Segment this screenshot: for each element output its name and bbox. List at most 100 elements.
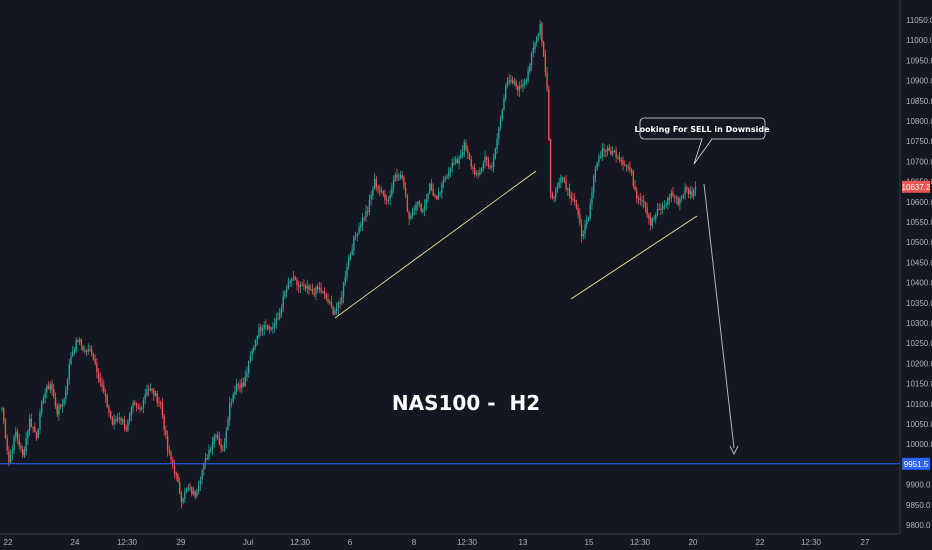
candle-body	[454, 159, 457, 163]
candle-body	[667, 197, 669, 205]
candle	[591, 186, 593, 210]
candle	[196, 488, 198, 499]
candle-body	[280, 308, 283, 314]
candle-body	[574, 199, 576, 203]
candle	[430, 178, 433, 192]
candle-body	[598, 156, 600, 163]
candle-body	[220, 443, 222, 449]
candle-body	[111, 417, 114, 425]
candle-body	[360, 224, 362, 228]
candle	[92, 352, 95, 361]
candle-body	[679, 198, 681, 205]
candle	[282, 290, 284, 312]
candle-body	[91, 349, 93, 354]
candle	[158, 396, 160, 408]
candle	[437, 187, 440, 201]
candle	[451, 158, 453, 173]
candle	[567, 187, 569, 197]
candle	[539, 19, 541, 39]
candle-body	[529, 64, 531, 72]
candle	[260, 324, 262, 336]
candle-body	[242, 382, 245, 386]
candle	[175, 471, 177, 481]
candle-body	[122, 420, 124, 422]
candle-body	[687, 188, 690, 194]
candle	[660, 203, 662, 215]
candle	[189, 482, 191, 492]
candle-body	[444, 178, 447, 180]
y-tick-label: 9800.0	[906, 521, 931, 530]
candle-body	[637, 198, 640, 200]
candle	[530, 51, 533, 72]
candle	[413, 205, 415, 215]
x-tick-label: 12:30	[457, 538, 478, 547]
candle	[684, 183, 686, 200]
candle	[556, 182, 559, 193]
candle	[375, 175, 378, 192]
candle	[487, 156, 490, 170]
x-tick-label: 8	[412, 538, 417, 547]
candle	[182, 497, 184, 505]
candle-body	[118, 417, 120, 419]
candle-body	[422, 209, 424, 212]
candle-body	[441, 183, 443, 193]
candle	[517, 84, 519, 96]
candle	[82, 344, 84, 352]
candle	[3, 407, 5, 425]
candle-body	[406, 195, 409, 211]
candle-body	[423, 205, 426, 210]
candle-body	[158, 401, 160, 403]
candle-body	[37, 429, 39, 438]
candle-body	[503, 98, 505, 110]
candle-body	[196, 492, 198, 497]
candle-body	[318, 287, 321, 290]
candle	[599, 151, 602, 159]
y-tick-label: 10000.0	[906, 440, 932, 449]
candle	[13, 434, 15, 454]
candle	[53, 383, 55, 399]
candle-body	[28, 418, 31, 432]
candle-body	[246, 372, 248, 377]
candle-body	[34, 427, 36, 433]
candle-body	[13, 436, 15, 451]
candle-body	[380, 190, 383, 193]
candle-body	[108, 406, 110, 413]
candle-body	[686, 186, 688, 190]
candle-body	[439, 192, 441, 194]
candle	[68, 358, 70, 385]
y-tick-label: 10350.0	[906, 299, 932, 308]
candle	[472, 165, 474, 174]
candle-body	[636, 190, 638, 199]
candle-body	[346, 266, 348, 277]
candle	[165, 425, 167, 439]
candle-body	[53, 389, 55, 397]
candle-body	[35, 432, 38, 439]
candle-body	[204, 457, 207, 463]
candle	[39, 408, 41, 434]
candle	[237, 382, 240, 391]
candle-body	[413, 209, 415, 211]
candle-body	[225, 430, 227, 443]
candle	[436, 195, 438, 200]
candle	[691, 186, 693, 199]
candle-body	[251, 350, 253, 356]
candle	[335, 302, 338, 315]
candle-body	[72, 352, 74, 356]
candle-body	[354, 235, 357, 237]
candle	[303, 279, 305, 291]
y-tick-label: 10450.0	[906, 258, 932, 267]
candle	[63, 397, 65, 408]
candle-body	[605, 150, 607, 152]
candle	[505, 83, 507, 102]
candle	[103, 379, 105, 394]
candle-body	[594, 168, 597, 177]
candle	[266, 324, 269, 331]
candle	[670, 189, 672, 203]
candle-body	[268, 326, 271, 329]
candle-body	[234, 391, 236, 395]
candle-body	[572, 198, 574, 201]
candle	[637, 195, 640, 205]
candle	[510, 74, 512, 85]
support-price-label: 9951.5	[904, 460, 929, 469]
candle-body	[178, 482, 181, 494]
